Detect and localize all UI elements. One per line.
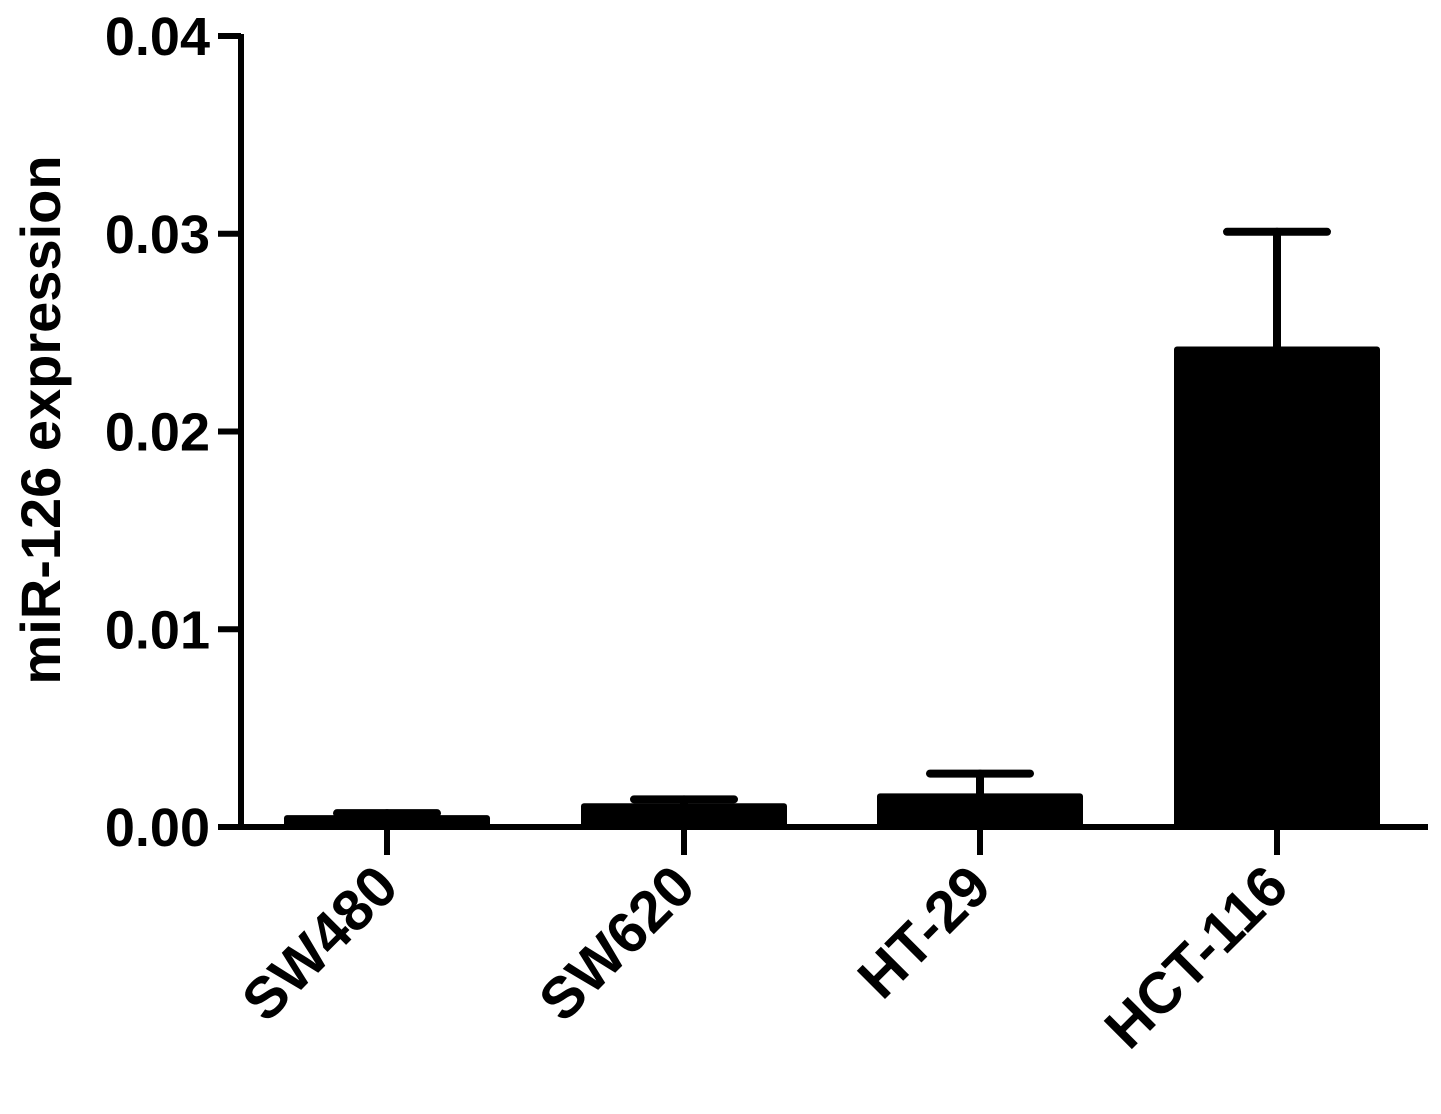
y-tick-label: 0.00 — [105, 798, 210, 858]
x-tick-label-sw480: SW480 — [230, 853, 410, 1033]
x-tick-label-ht-29: HT-29 — [846, 853, 1004, 1011]
bar-hct-116 — [1174, 346, 1380, 829]
y-tick-label: 0.04 — [105, 7, 210, 67]
y-axis: 0.00 0.01 0.02 0.03 0.04 — [105, 7, 244, 858]
y-tick-label: 0.01 — [105, 600, 210, 660]
x-tick-label-hct-116: HCT-116 — [1092, 853, 1300, 1061]
x-axis: SW480 SW620 HT-29 HCT-116 — [230, 824, 1428, 1061]
bar-ht-29 — [877, 793, 1083, 829]
y-tick-label: 0.03 — [105, 205, 210, 265]
x-tick-label-sw620: SW620 — [527, 853, 707, 1033]
plot-area — [284, 227, 1380, 829]
y-axis-label: miR-126 expression — [9, 155, 72, 684]
y-tick-label: 0.02 — [105, 403, 210, 463]
bar-sw620 — [581, 803, 787, 829]
